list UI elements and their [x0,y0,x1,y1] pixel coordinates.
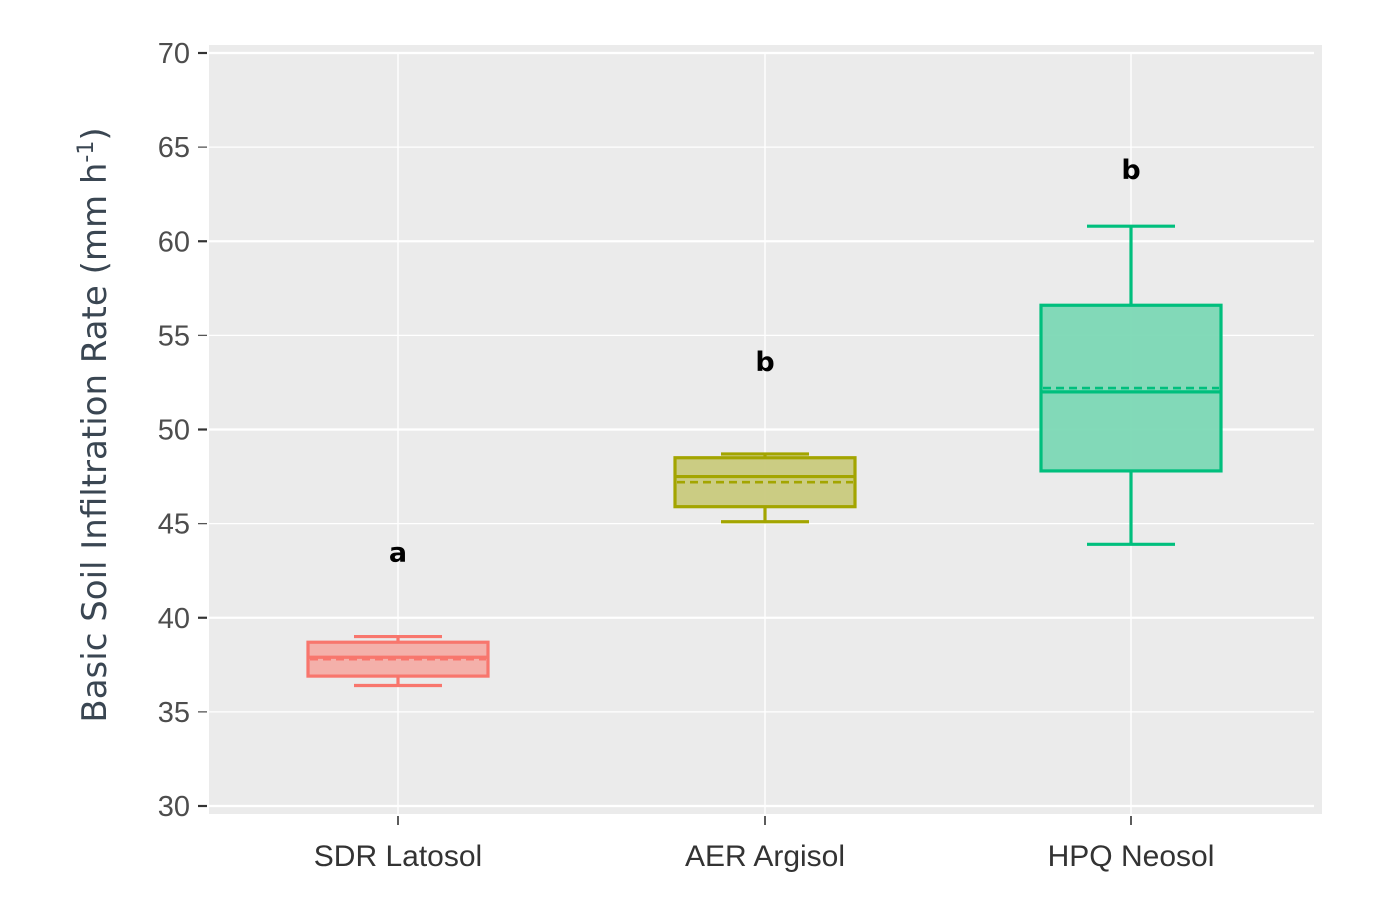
y-tick-label: 50 [158,415,190,447]
y-tick-label: 35 [158,697,190,729]
y-tick-label: 45 [158,509,190,541]
x-category-label: SDR Latosol [314,840,482,873]
y-axis-title-main: Basic Soil Infiltration Rate (mm h [75,163,115,723]
y-axis-title-superscript: -1 [74,141,99,163]
y-tick-label: 65 [158,132,190,164]
box-aer-argisol [673,452,857,524]
y-tick-label: 60 [158,226,190,258]
significance-letter: a [389,537,407,568]
x-category-label: HPQ Neosol [1048,840,1215,873]
significance-letter: b [1121,155,1140,186]
boxes-layer [306,224,1223,688]
significance-letter: b [755,347,774,378]
y-tick-label: 70 [158,38,190,70]
x-category-label: AER Argisol [685,840,845,873]
y-tick-label: 30 [158,791,190,823]
y-axis: 30 35 40 45 50 55 60 65 70 [158,38,207,823]
significance-letters: a b b [389,155,1141,568]
y-axis-title-close: ) [75,127,115,140]
y-tick-label: 40 [158,603,190,635]
box-hpq-neosol [1039,224,1223,546]
box-sdr-latosol [306,634,490,688]
y-tick-label: 55 [158,320,190,352]
y-axis-title: Basic Soil Infiltration Rate (mm h-1) [74,127,115,722]
x-axis: SDR Latosol AER Argisol HPQ Neosol [314,816,1215,873]
